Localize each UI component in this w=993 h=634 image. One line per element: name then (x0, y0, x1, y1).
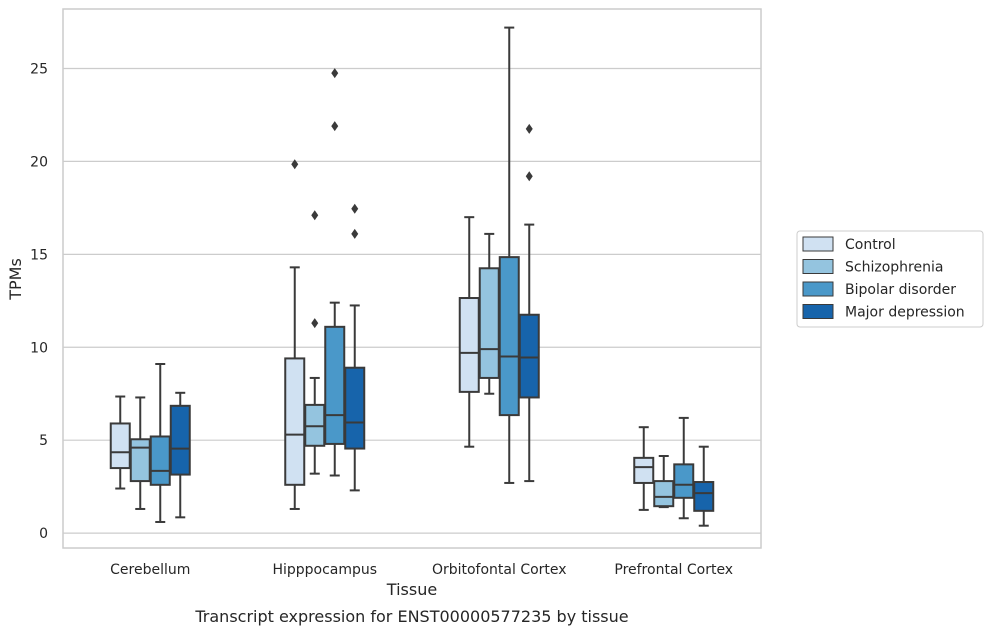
legend-label: Control (845, 237, 896, 253)
box-body (518, 313, 540, 399)
outlier-point (351, 228, 359, 239)
box-control-2 (458, 216, 480, 448)
box-body (109, 422, 131, 470)
box-body (653, 480, 675, 508)
outlier-point (331, 121, 339, 132)
box-body (284, 357, 306, 486)
box-schizophrenia-0 (129, 396, 151, 510)
box-major-depression-1 (344, 203, 366, 492)
legend-label: Major depression (845, 305, 965, 321)
outlier-point (311, 318, 319, 329)
box-schizophrenia-1 (304, 210, 326, 475)
box-body (344, 366, 366, 450)
y-tick-labels: 0 5 10 15 20 25 (30, 61, 48, 542)
box-body (324, 325, 346, 445)
box-body (633, 456, 655, 484)
outlier-point (331, 68, 339, 79)
outlier-point (525, 123, 533, 134)
box-major-depression-0 (169, 391, 191, 519)
box-major-depression-2 (518, 123, 540, 483)
box-body (458, 297, 480, 393)
y-tick-label: 15 (30, 247, 48, 263)
outlier-point (291, 159, 299, 170)
box-bipolar-disorder-2 (498, 26, 520, 484)
legend-label: Schizophrenia (845, 260, 943, 276)
outlier-point (311, 210, 319, 221)
legend-swatch (802, 236, 834, 252)
box-control-1 (284, 159, 306, 510)
box-body (169, 404, 191, 476)
box-body (498, 256, 520, 417)
y-tick-label: 5 (39, 433, 48, 449)
box-bipolar-disorder-1 (324, 68, 346, 477)
x-tick-labels: Cerebellum Hipppocampus Orbitofontal Corte… (110, 562, 733, 578)
y-tick-label: 0 (39, 526, 48, 542)
legend-swatch (802, 304, 834, 319)
y-tick-label: 25 (30, 61, 48, 77)
y-tick-label: 20 (30, 154, 48, 170)
outlier-point (351, 203, 359, 214)
box-body (129, 438, 151, 483)
x-tick-label: Prefrontal Cortex (614, 562, 733, 578)
legend-swatch (802, 281, 834, 297)
box-plot-boxes (109, 26, 715, 527)
plot-frame (62, 8, 762, 549)
y-tick-label: 10 (30, 340, 48, 356)
legend-swatch (802, 259, 834, 274)
legend-frame (796, 230, 984, 328)
legend-label: Bipolar disorder (845, 282, 956, 298)
box-body (149, 435, 171, 486)
y-axis-label: TPMs (6, 258, 25, 301)
box-control-3 (633, 426, 655, 511)
box-control-0 (109, 395, 131, 490)
x-tick-label: Cerebellum (110, 562, 190, 578)
box-major-depression-3 (693, 445, 715, 527)
x-axis-label: Tissue (386, 580, 437, 599)
legend: Control Schizophrenia Bipolar disorder Majo… (796, 230, 984, 328)
box-schizophrenia-3 (653, 454, 675, 509)
box-bipolar-disorder-0 (149, 362, 171, 523)
x-tick-label: Hipppocampus (272, 562, 377, 578)
x-tick-label: Orbitofontal Cortex (432, 562, 567, 578)
box-body (673, 463, 695, 499)
outlier-point (525, 171, 533, 182)
figure-caption: Transcript expression for ENST0000057723… (194, 607, 628, 626)
box-body (478, 267, 500, 379)
box-body (693, 481, 715, 512)
box-schizophrenia-2 (478, 232, 500, 395)
box-bipolar-disorder-3 (673, 416, 695, 520)
